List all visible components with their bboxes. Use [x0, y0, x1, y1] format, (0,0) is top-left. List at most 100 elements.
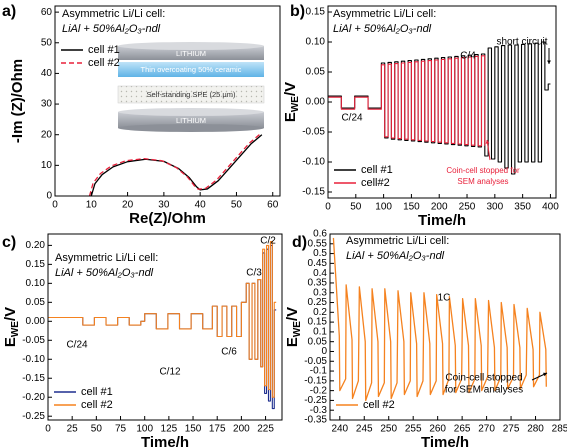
x-tick-label: 280: [527, 424, 544, 435]
y-tick-label: 0: [46, 191, 52, 202]
y-tick-label: -0.05: [302, 127, 325, 138]
plot-area: [328, 41, 551, 175]
y-axis-label-part: E: [2, 337, 19, 347]
y-axis-label: EWE/V: [2, 307, 21, 347]
chart-subtitle: LiAl + 50%Al₂O₃-ndl: [346, 250, 445, 262]
y-tick-label: -0.2: [310, 385, 328, 396]
y-tick-label: 0.15: [26, 259, 46, 270]
inset-label: Self-standing SPE (25 μm): [147, 90, 236, 99]
annotation: C/2: [260, 236, 276, 247]
x-tick-label: 150: [185, 424, 202, 435]
legend-label: cell #1: [88, 44, 120, 56]
annotation: for SEM analyses: [445, 385, 523, 396]
chart-subtitle: LiAl + 50%Al₂O₃-ndl: [333, 23, 432, 35]
legend-label: cell #2: [363, 399, 395, 411]
y-tick-label: -0.35: [304, 415, 327, 426]
x-tick-label: 125: [161, 424, 178, 435]
x-tick-label: 30: [158, 200, 170, 211]
y-tick-label: -0.20: [22, 392, 45, 403]
y-axis-label-part: WE: [290, 96, 301, 112]
y-tick-label: 0.15: [306, 7, 326, 18]
plot-frame: [47, 233, 283, 421]
x-tick-label: 200: [233, 424, 250, 435]
y-tick-label: 40: [41, 68, 53, 79]
y-tick-label: -0.05: [22, 335, 45, 346]
y-tick-label: 0.2: [313, 307, 327, 318]
y-axis-label-part: WE: [10, 321, 21, 337]
panel-label: c): [2, 234, 16, 251]
x-tick-label: 265: [454, 424, 471, 435]
annotation: C/12: [159, 367, 181, 378]
panel-label: d): [292, 234, 307, 251]
lithium-layer: [118, 112, 264, 128]
chart-subtitle: LiAl + 50%Al₂O₃-ndl: [55, 267, 154, 279]
y-tick-label: -0.05: [304, 356, 327, 367]
plot-area: [332, 237, 547, 402]
x-tick-label: 250: [459, 202, 476, 213]
annotation: Coin-cell stopped for: [446, 166, 520, 175]
x-tick-label: 50: [350, 202, 362, 213]
y-tick-label: 0.00: [306, 97, 326, 108]
inset-label: LITHIUM: [176, 49, 206, 58]
y-axis-label-part: E: [282, 112, 299, 122]
arrow-head: [543, 372, 547, 377]
y-axis-label-part: /V: [284, 307, 301, 321]
y-tick-label: 0.10: [26, 278, 46, 289]
x-tick-label: 200: [431, 202, 448, 213]
x-tick-label: 400: [542, 202, 559, 213]
x-tick-label: 60: [267, 200, 279, 211]
panel-label: a): [2, 3, 16, 20]
arrow-head: [485, 140, 490, 144]
y-tick-label: 30: [41, 99, 53, 110]
y-axis-label-part: -Im (Z)/Ohm: [9, 59, 26, 143]
y-tick-label: -0.1: [310, 366, 328, 377]
series-line: [88, 133, 261, 197]
x-tick-label: 50: [231, 200, 243, 211]
y-tick-label: -0.25: [22, 411, 45, 422]
legend-label: cell #1: [81, 386, 113, 398]
x-axis-label: Re(Z)/Ohm: [129, 210, 206, 227]
x-tick-label: 270: [478, 424, 495, 435]
y-tick-label: 0: [321, 346, 327, 357]
y-tick-label: 0.3: [313, 287, 327, 298]
x-axis-label: Time/h: [421, 434, 469, 448]
y-tick-label: 0.35: [308, 278, 328, 289]
y-tick-label: 0.00: [26, 316, 46, 327]
panel-label: b): [290, 3, 305, 20]
y-axis-label-part: E: [284, 337, 301, 347]
chart-title: Asymmetric Li/Li cell:: [62, 8, 165, 20]
plot-area: [88, 133, 263, 197]
spe-layer: [117, 85, 265, 104]
x-tick-label: 275: [503, 424, 520, 435]
chart-title: Asymmetric Li/Li cell:: [346, 235, 449, 247]
y-tick-label: 0.10: [306, 37, 326, 48]
plot-area: [48, 241, 277, 410]
annotation: C/24: [341, 113, 363, 124]
y-tick-label: 60: [41, 7, 53, 18]
y-tick-label: -0.15: [304, 375, 327, 386]
lithium-top: [118, 108, 264, 116]
plot-frame: [327, 5, 557, 199]
x-tick-label: 285: [552, 424, 567, 435]
y-tick-label: 0.05: [308, 336, 328, 347]
ceramic-layer: [118, 62, 264, 77]
y-axis-label-part: /V: [282, 82, 299, 96]
y-tick-label: 50: [41, 37, 53, 48]
series-line: [90, 134, 263, 197]
x-tick-label: 75: [115, 424, 127, 435]
x-tick-label: 0: [325, 202, 331, 213]
legend-label: cell #1: [361, 164, 393, 176]
chart-subtitle: LiAl + 50%Al₂O₃-ndl: [62, 23, 161, 35]
y-tick-label: 0.4: [313, 268, 327, 279]
y-tick-label: 0.05: [26, 297, 46, 308]
annotation: C/24: [66, 340, 88, 351]
y-tick-label: 10: [41, 160, 53, 171]
plot-frame: [329, 233, 561, 421]
x-tick-label: 100: [136, 424, 153, 435]
y-tick-label: -0.10: [302, 157, 325, 168]
chart-title: Asymmetric Li/Li cell:: [333, 8, 436, 20]
inset-label: LITHIUM: [176, 116, 206, 125]
x-tick-label: 20: [122, 200, 134, 211]
lithium-top: [118, 42, 264, 50]
